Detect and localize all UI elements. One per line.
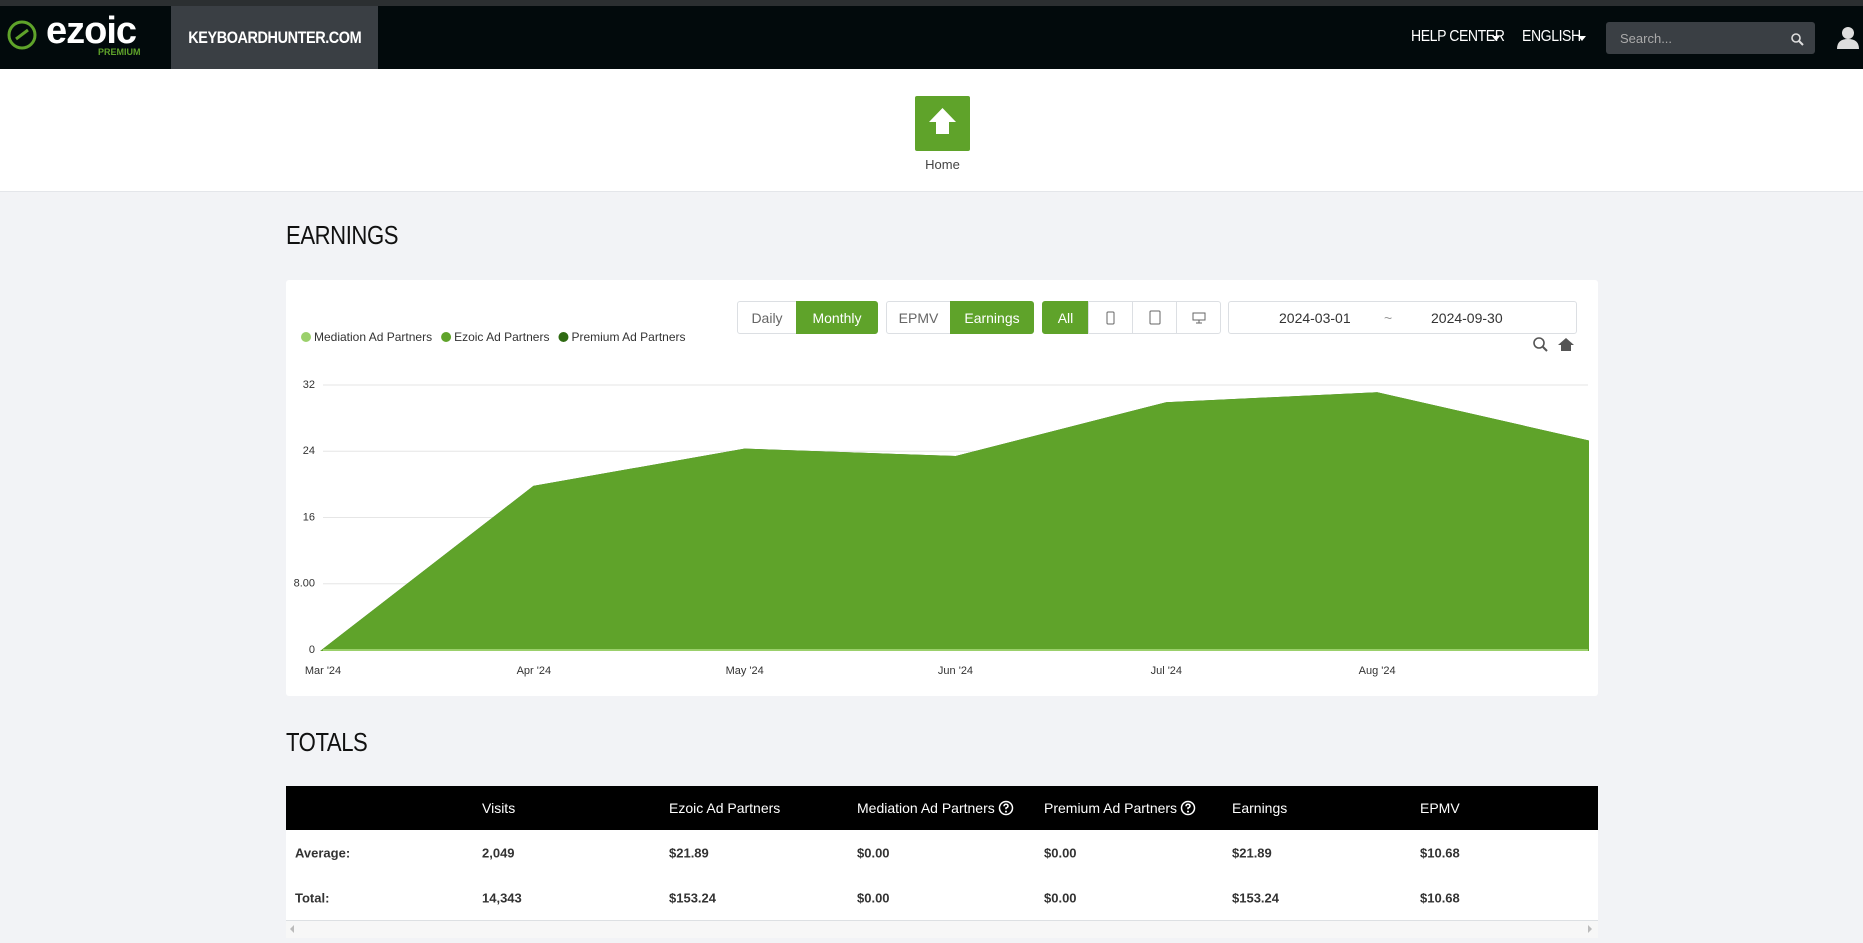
y-tick-label: 16 (303, 511, 315, 523)
x-tick-label: Mar '24 (305, 665, 341, 677)
date-end: 2024-09-30 (1431, 309, 1503, 326)
chart: 0 8.00 16 24 32 Mar '24 Apr '24 May '24 Jun '24 J… (294, 330, 1589, 677)
table-cell: $153.24 (669, 890, 716, 905)
y-tick-label: 8.00 (294, 578, 315, 590)
site-button[interactable]: KEYBOARDHUNTER.COM (171, 6, 378, 69)
table-row: Total: 14,343 $153.24 $0.00 $0.00 $153.24 $10.… (286, 875, 1598, 921)
epmv-button[interactable]: EPMV (886, 301, 951, 334)
legend-label[interactable]: Premium Ad Partners (571, 330, 685, 344)
logo-sub: PREMIUM (98, 47, 141, 57)
legend-marker (301, 332, 311, 342)
section-title: TOTALS (286, 727, 368, 757)
table-header: Visits Ezoic Ad Partners Mediation Ad Part… (286, 786, 1598, 830)
mobile-icon (1106, 311, 1114, 324)
user-icon[interactable] (1836, 26, 1860, 50)
table-cell: $10.68 (1420, 845, 1460, 860)
section-title: EARNINGS (286, 220, 399, 250)
site-name: KEYBOARDHUNTER.COM (188, 27, 361, 47)
table-cell: $0.00 (857, 890, 890, 905)
desktop-icon (1192, 312, 1205, 323)
desktop-button[interactable] (1176, 301, 1221, 334)
zoom-icon[interactable] (1533, 337, 1548, 352)
table-cell: $0.00 (1044, 845, 1077, 860)
logo-icon (7, 20, 37, 50)
date-range[interactable]: 2024-03-01 ~ 2024-09-30 (1228, 301, 1577, 334)
scroll-arrows (290, 925, 1592, 933)
table-row: Average: 2,049 $21.89 $0.00 $0.00 $21.89 $10.6… (286, 830, 1598, 876)
column-header: Visits (482, 800, 516, 816)
y-tick-label: 0 (309, 644, 315, 656)
help-icon[interactable] (998, 800, 1014, 816)
legend-label[interactable]: Ezoic Ad Partners (454, 330, 549, 344)
column-header: Mediation Ad Partners (857, 800, 1014, 816)
column-header: EPMV (1420, 800, 1460, 816)
column-header: Premium Ad Partners (1044, 800, 1196, 816)
table-cell: Average: (295, 845, 351, 860)
x-tick-label: Jun '24 (938, 665, 973, 677)
caret (1578, 36, 1586, 41)
table-cell: $21.89 (1232, 845, 1272, 860)
mobile-button[interactable] (1088, 301, 1133, 334)
earnings-button[interactable]: Earnings (950, 301, 1034, 334)
x-tick-label: May '24 (726, 665, 764, 677)
home-button[interactable] (915, 96, 970, 151)
daily-button[interactable]: Daily (737, 301, 797, 334)
x-tick-label: Jul '24 (1151, 665, 1182, 677)
tablet-icon (1149, 310, 1160, 325)
table-cell: $0.00 (1044, 890, 1077, 905)
table-cell: $153.24 (1232, 890, 1279, 905)
legend-marker (558, 332, 569, 342)
y-tick-label: 32 (303, 379, 315, 391)
help-center[interactable]: HELP CENTER (1411, 28, 1505, 45)
search-box[interactable]: Search... (1606, 22, 1815, 54)
help-icon[interactable] (1180, 800, 1196, 816)
chart-card: 0 8.00 16 24 32 Mar '24 Apr '24 May '24 Jun '24 J… (286, 280, 1598, 696)
monthly-button[interactable]: Monthly (796, 301, 878, 334)
top-strip (0, 0, 1863, 6)
home-bar: Home (0, 69, 1863, 192)
column-header: Ezoic Ad Partners (669, 800, 781, 816)
column-header: Earnings (1232, 800, 1288, 816)
tablet-button[interactable] (1132, 301, 1177, 334)
date-separator: ~ (1384, 309, 1393, 326)
legend-marker (441, 332, 452, 342)
table-cell: 14,343 (482, 890, 522, 905)
y-tick-label: 24 (303, 445, 315, 457)
table-cell: Total: (295, 890, 330, 905)
language[interactable]: ENGLISH (1522, 28, 1581, 45)
x-tick-label: Aug '24 (1359, 665, 1396, 677)
reset-zoom-icon[interactable] (1558, 338, 1574, 351)
area (320, 392, 1589, 651)
legend-label[interactable]: Mediation Ad Partners (314, 330, 432, 344)
logo[interactable]: ezoic (46, 10, 137, 52)
home-label: Home (925, 157, 960, 172)
table-cell: $0.00 (857, 845, 890, 860)
table-cell: $10.68 (1420, 890, 1460, 905)
table-cell: 2,049 (482, 845, 515, 860)
search-placeholder: Search... (1620, 31, 1673, 46)
caret (1492, 36, 1500, 41)
navbar: ezoic PREMIUM KEYBOARDHUNTER.COM HELP CE… (0, 6, 1863, 69)
all-button[interactable]: All (1042, 301, 1089, 334)
table-cell: $21.89 (669, 845, 709, 860)
date-start: 2024-03-01 (1279, 309, 1351, 326)
x-tick-label: Apr '24 (517, 665, 552, 677)
home-icon (929, 108, 956, 134)
scrollbar[interactable] (286, 920, 1598, 938)
search-icon (1791, 33, 1804, 46)
